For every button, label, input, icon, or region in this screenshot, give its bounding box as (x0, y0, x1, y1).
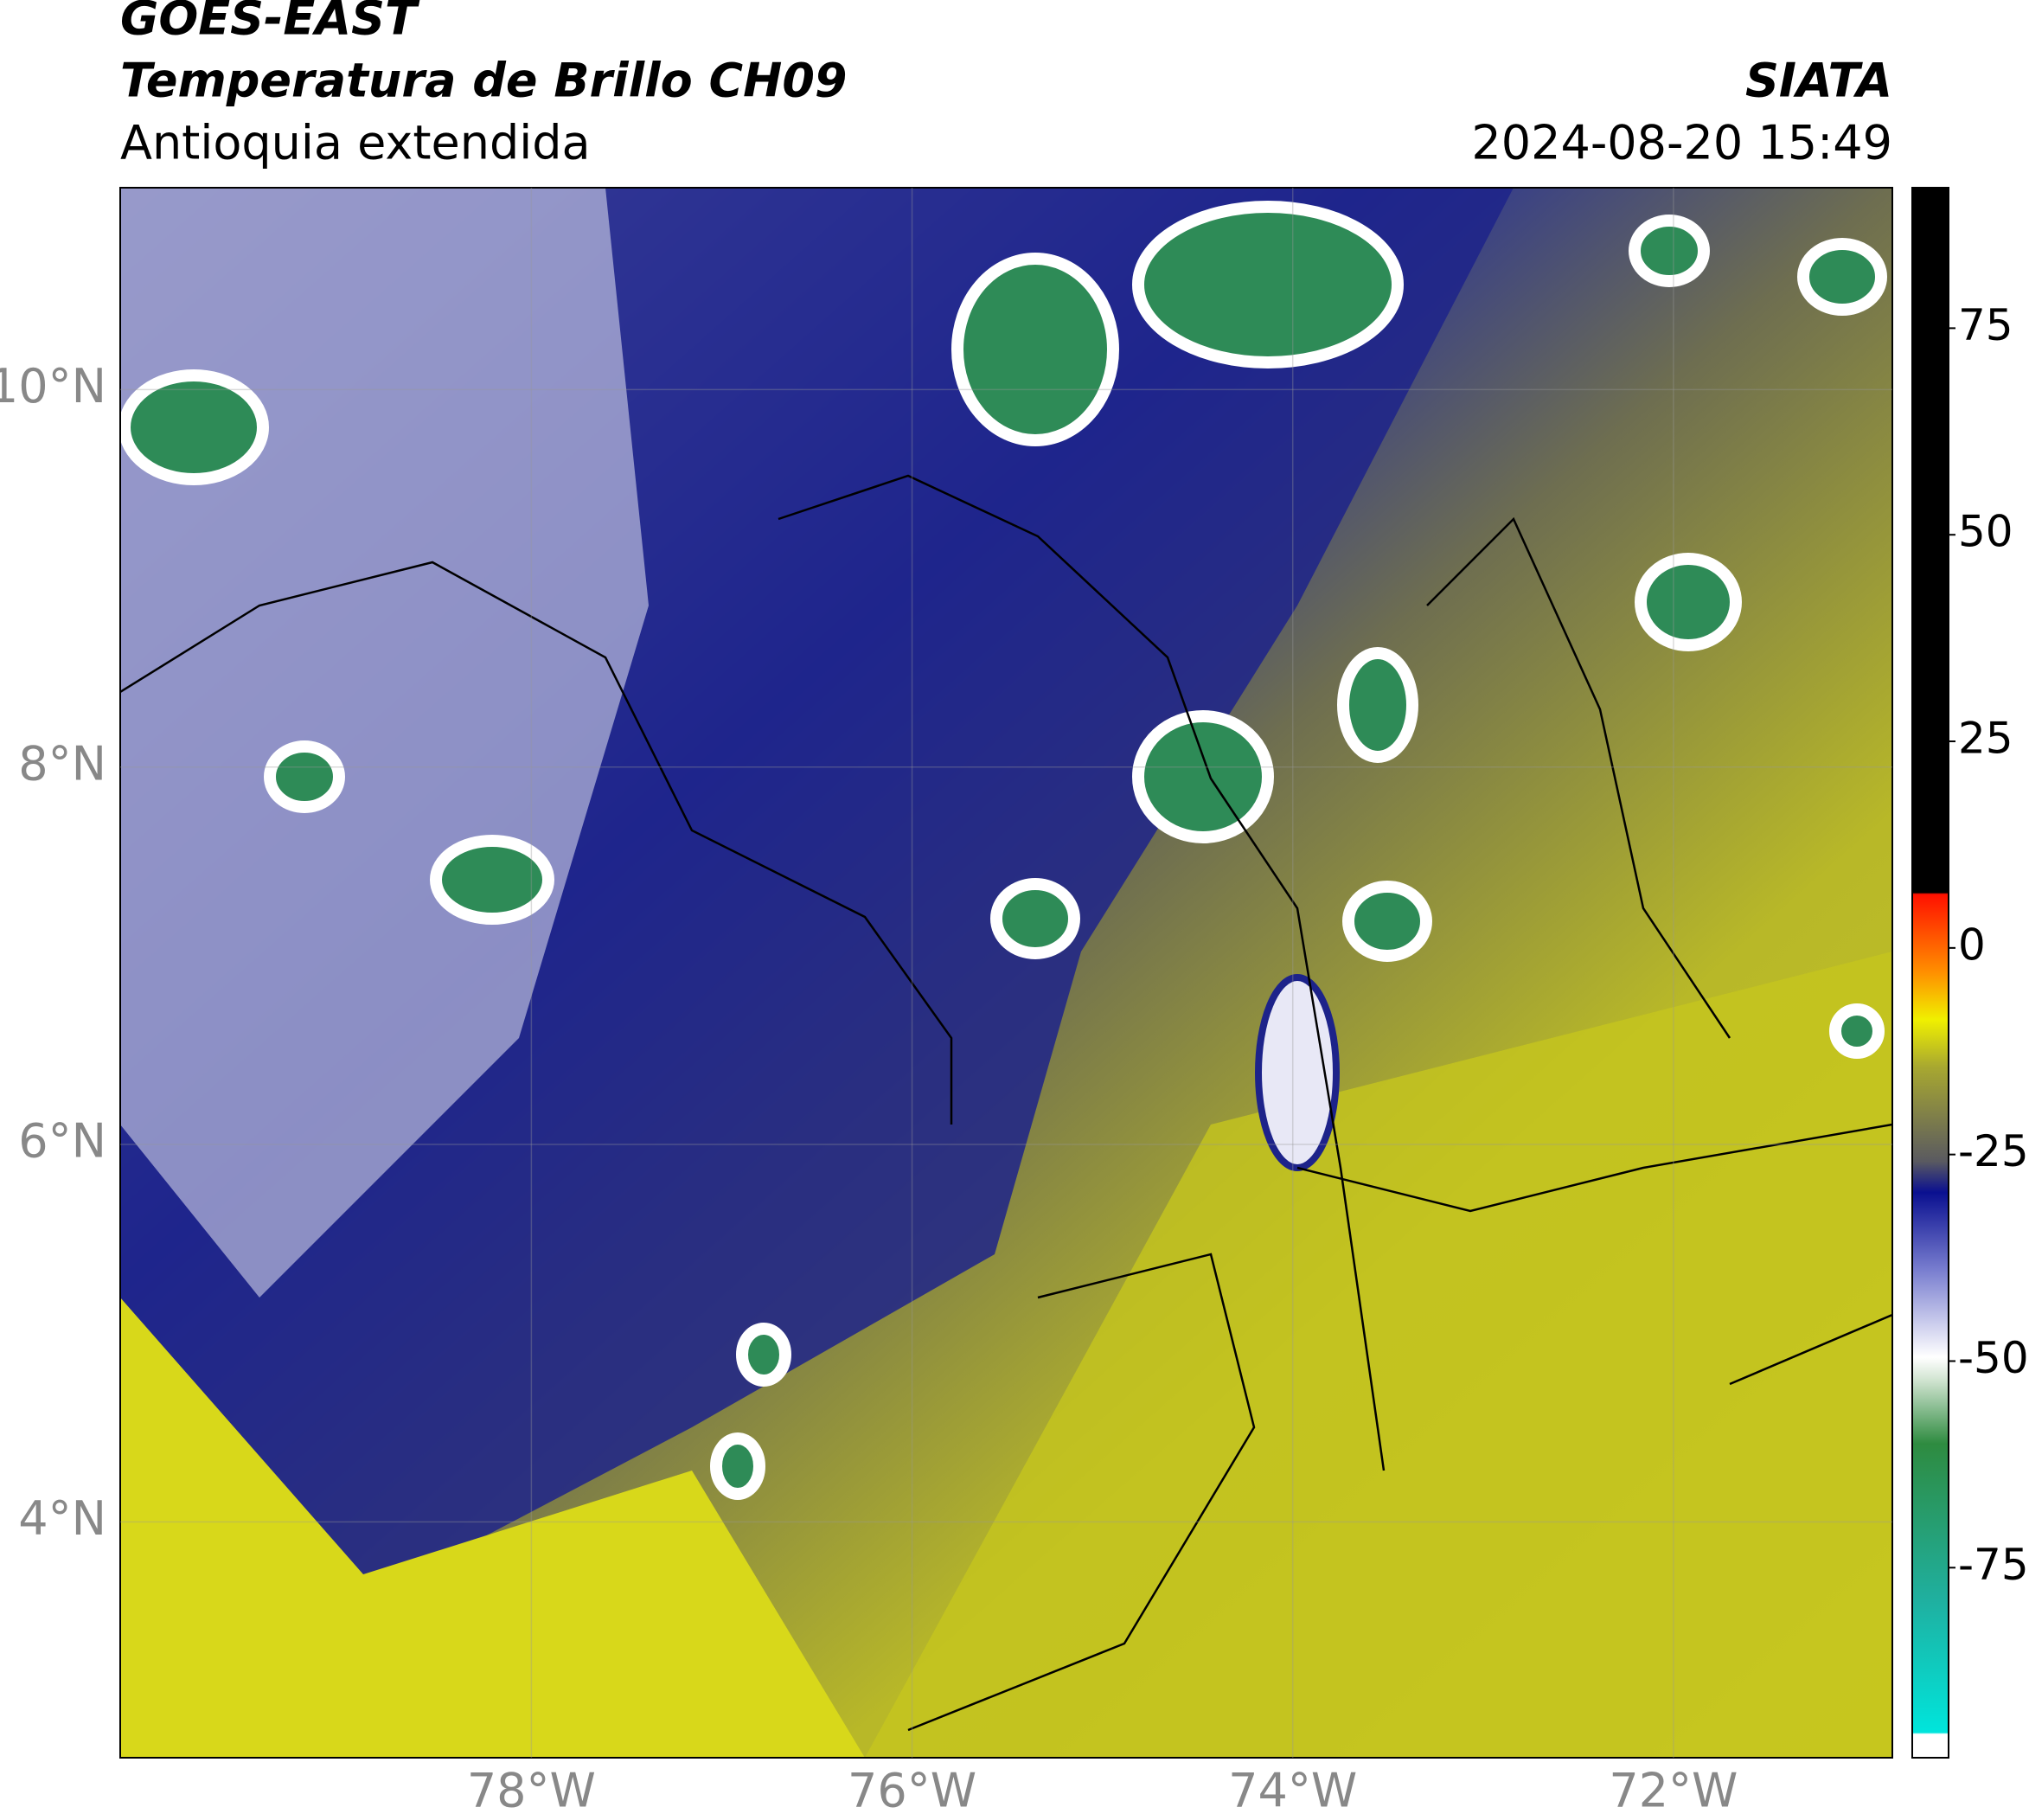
colorbar (1911, 187, 1949, 1759)
colorbar-tick-label: -25 (1958, 1126, 2029, 1176)
y-tick-label: 4°N (18, 1491, 106, 1546)
y-tick-label: 10°N (0, 359, 106, 413)
datetime: 2024-08-20 15:49 (1471, 116, 1892, 170)
colorbar-tick-label: -50 (1958, 1333, 2029, 1383)
colorbar-tick-label: 0 (1958, 920, 1986, 970)
colorbar-tick-label: 50 (1958, 507, 2013, 557)
x-tick-label: 72°W (1609, 1764, 1738, 1817)
source: SIATA (1745, 54, 1892, 108)
y-tick-label: 8°N (18, 736, 106, 791)
map-frame (119, 187, 1893, 1759)
subtitle: Temperatura de Brillo CH09 (120, 54, 848, 108)
title: GOES-EAST (120, 0, 420, 46)
x-tick-label: 78°W (467, 1764, 596, 1817)
colorbar-tick-label: -75 (1958, 1540, 2029, 1590)
colorbar-tick-label: 75 (1958, 300, 2013, 350)
x-tick-label: 76°W (848, 1764, 976, 1817)
satellite-image (120, 188, 1892, 1758)
colorbar-tick-label: 25 (1958, 714, 2013, 764)
x-tick-label: 74°W (1228, 1764, 1357, 1817)
y-tick-label: 6°N (18, 1114, 106, 1169)
region: Antioquia extendida (120, 116, 591, 170)
